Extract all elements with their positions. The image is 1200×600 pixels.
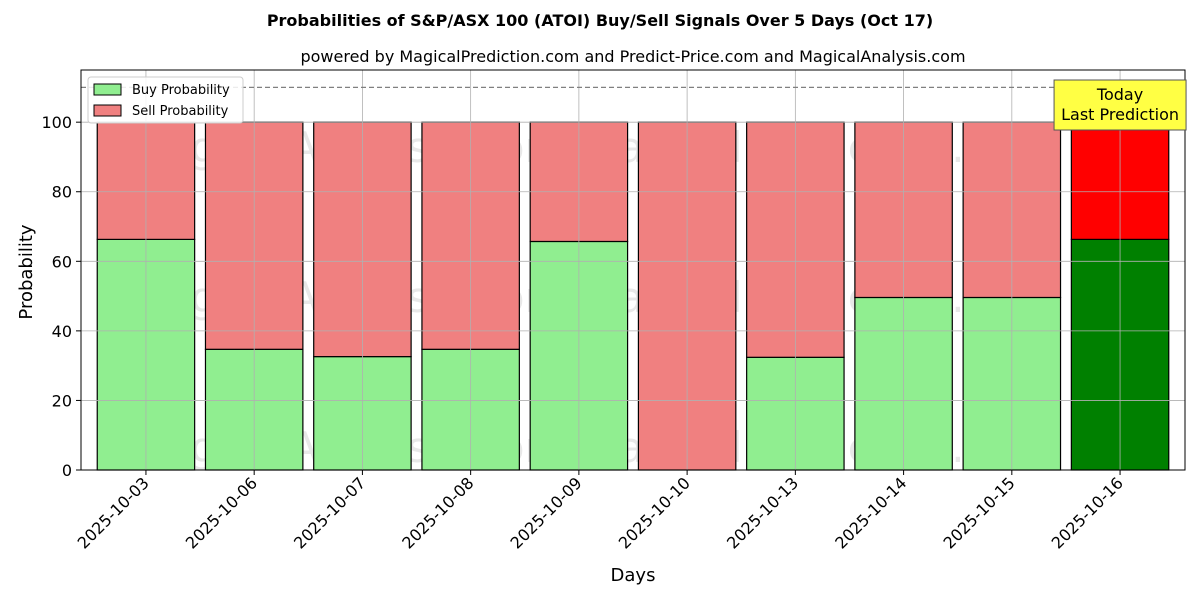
annotation-box bbox=[1053, 79, 1187, 131]
legend-swatch bbox=[93, 104, 122, 117]
x-tick-label: 2025-10-14 bbox=[831, 473, 910, 552]
x-tick-label: 2025-10-08 bbox=[398, 473, 477, 552]
chart-subtitle: powered by MagicalPrediction.com and Pre… bbox=[300, 47, 965, 66]
x-tick-label: 2025-10-03 bbox=[74, 473, 153, 552]
x-tick-label: 2025-10-09 bbox=[507, 473, 586, 552]
y-axis-label: Probability bbox=[16, 224, 37, 319]
y-tick-label: 100 bbox=[41, 113, 72, 132]
y-tick-label: 80 bbox=[52, 183, 72, 202]
annotation-line: Last Prediction bbox=[1061, 105, 1179, 124]
x-tick-label: 2025-10-06 bbox=[182, 473, 261, 552]
y-tick-label: 60 bbox=[52, 252, 72, 271]
y-tick-label: 20 bbox=[52, 391, 72, 410]
plot-area: MagicalAnalysis.comMagicalPrediction.com… bbox=[41, 69, 1187, 553]
x-tick-label: 2025-10-07 bbox=[290, 473, 369, 552]
legend-label: Sell Probability bbox=[132, 104, 229, 119]
x-axis-label: Days bbox=[611, 565, 656, 586]
legend-label: Buy Probability bbox=[132, 83, 230, 98]
x-tick-label: 2025-10-13 bbox=[723, 473, 802, 552]
x-tick-label: 2025-10-15 bbox=[939, 473, 1018, 552]
plot-frame bbox=[80, 69, 1186, 471]
annotation-line: Today bbox=[1096, 85, 1143, 104]
legend-box bbox=[87, 76, 244, 124]
x-tick-label: 2025-10-16 bbox=[1048, 473, 1127, 552]
legend-swatch bbox=[93, 83, 122, 96]
y-tick-label: 0 bbox=[62, 461, 72, 480]
x-tick-label: 2025-10-10 bbox=[615, 473, 694, 552]
y-tick-label: 40 bbox=[52, 322, 72, 341]
chart-title: Probabilities of S&P/ASX 100 (ATOI) Buy/… bbox=[267, 11, 933, 30]
